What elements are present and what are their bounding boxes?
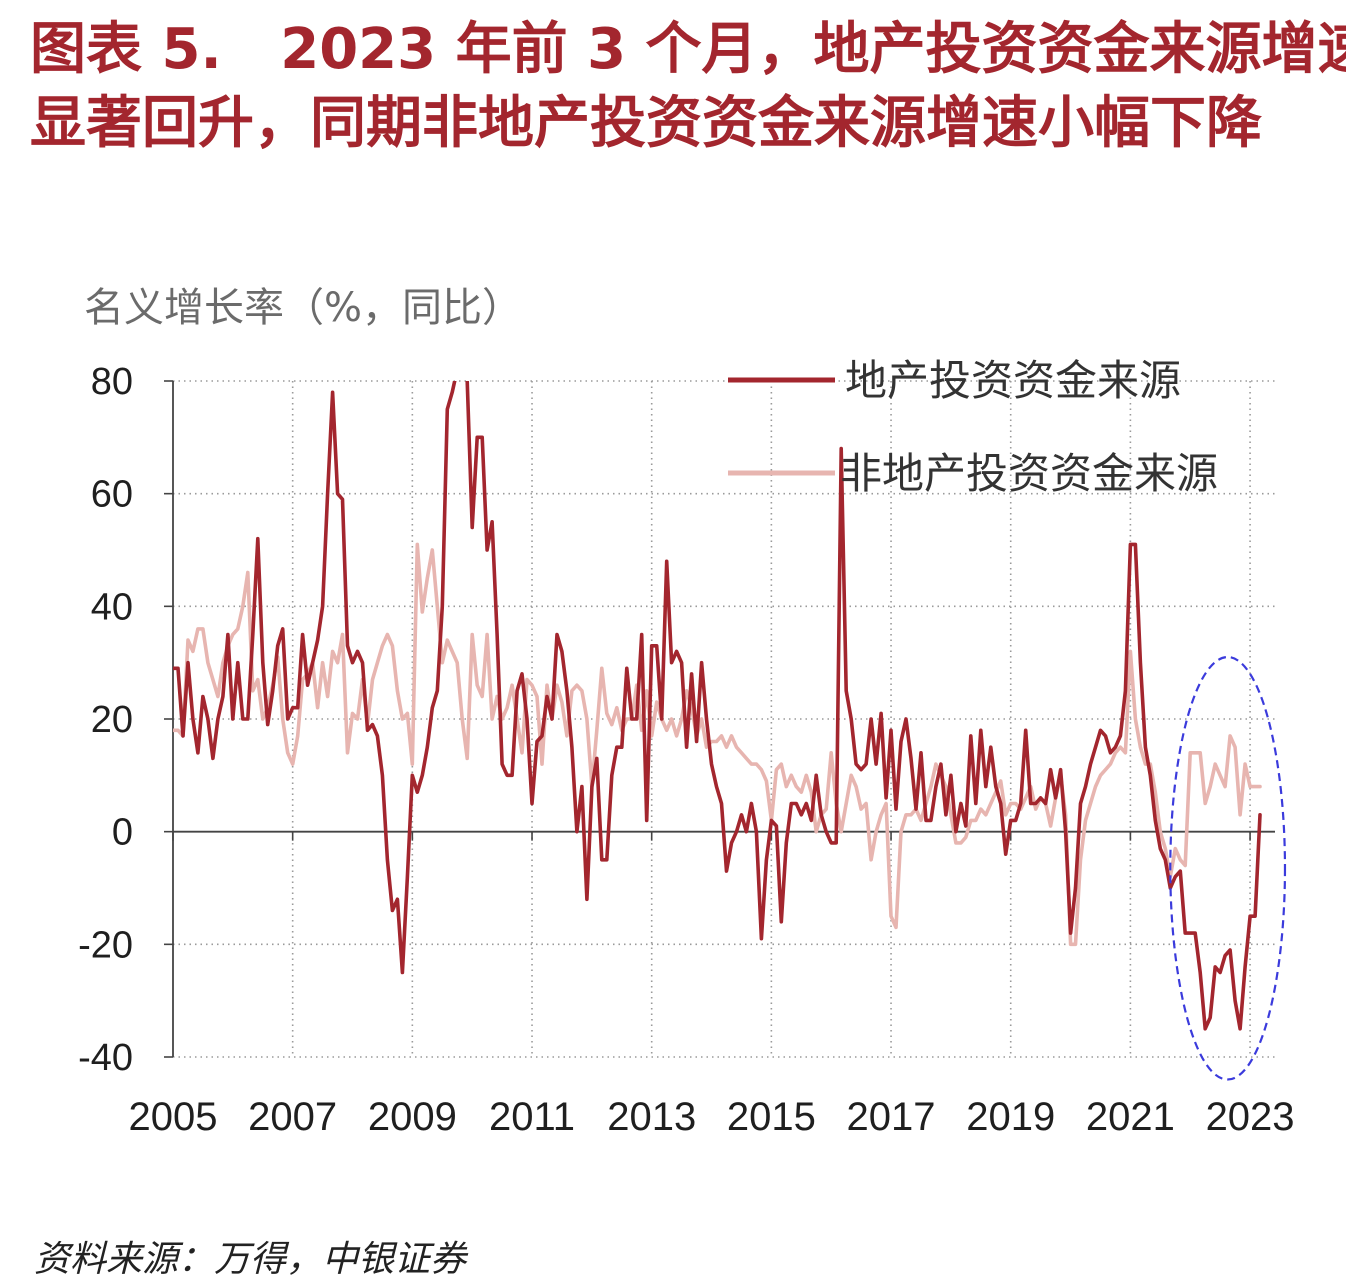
y-tick-label: 0 bbox=[112, 812, 133, 854]
highlight-ellipse bbox=[1169, 655, 1287, 1081]
x-tick-label: 2019 bbox=[966, 1095, 1055, 1139]
y-tick-label: 80 bbox=[91, 361, 133, 403]
y-tick-label: -20 bbox=[78, 924, 133, 966]
x-tick-label: 2021 bbox=[1086, 1095, 1175, 1139]
legend: 地产投资资金来源 非地产投资资金来源 bbox=[728, 356, 1218, 498]
x-tick-label: 2009 bbox=[368, 1095, 457, 1139]
x-tick-label: 2011 bbox=[489, 1095, 575, 1139]
x-tick-label: 2017 bbox=[847, 1095, 936, 1139]
legend-item-real-estate: 地产投资资金来源 bbox=[728, 356, 1181, 405]
x-tick-label: 2015 bbox=[727, 1095, 816, 1139]
x-tick-label: 2013 bbox=[607, 1095, 696, 1139]
legend-item-non-real-estate: 非地产投资资金来源 bbox=[728, 449, 1218, 498]
y-tick-label: 60 bbox=[91, 474, 133, 516]
series-line-real-estate bbox=[173, 381, 1262, 1031]
y-axis-title: 名义增长率（%，同比） bbox=[84, 285, 523, 331]
highlight-annotation bbox=[1169, 655, 1287, 1081]
series-lines bbox=[173, 381, 1262, 1031]
x-tick-label: 2005 bbox=[129, 1095, 218, 1139]
source-note: 资料来源：万得，中银证券 bbox=[34, 1239, 467, 1280]
x-tick-label: 2007 bbox=[248, 1095, 337, 1139]
tick-labels: 80 60 40 20 0 -20 -40 2005 2007 2009 2011 2013 2015 2… bbox=[78, 361, 1294, 1139]
y-tick-label: 40 bbox=[91, 586, 133, 628]
y-tick-label: -40 bbox=[78, 1037, 133, 1079]
legend-label-non-real-estate: 非地产投资资金来源 bbox=[840, 449, 1218, 498]
grid-lines bbox=[173, 380, 1275, 1058]
chart-title-line-2: 显著回升，同期非地产投资资金来源增速小幅下降 bbox=[30, 91, 1262, 156]
legend-label-real-estate: 地产投资资金来源 bbox=[845, 356, 1181, 405]
y-tick-label: 20 bbox=[91, 699, 133, 741]
chart-title-line-1: 图表 5. 2023 年前 3 个月，地产投资资金来源增速 bbox=[30, 17, 1346, 82]
series-line-non-real-estate bbox=[173, 542, 1262, 947]
x-tick-label: 2023 bbox=[1206, 1095, 1295, 1139]
